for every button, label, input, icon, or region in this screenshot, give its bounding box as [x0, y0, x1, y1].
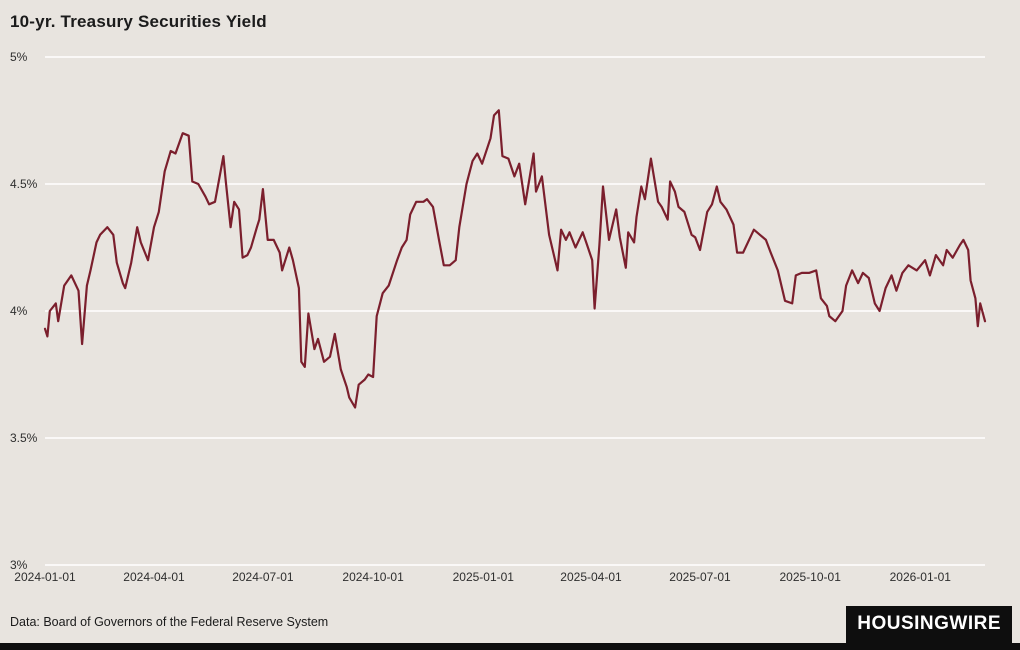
x-tick-label: 2024-10-01 — [342, 570, 404, 584]
x-tick-label: 2025-04-01 — [560, 570, 622, 584]
housingwire-logo: HOUSINGWIRE — [846, 606, 1012, 643]
x-tick-label: 2025-07-01 — [669, 570, 731, 584]
x-tick-label: 2024-04-01 — [123, 570, 185, 584]
x-tick-label: 2026-01-01 — [889, 570, 951, 584]
chart-title: 10-yr. Treasury Securities Yield — [10, 12, 267, 31]
y-tick-label: 3% — [10, 558, 28, 572]
yield-series-line — [43, 109, 987, 409]
x-tick-label: 2025-10-01 — [779, 570, 841, 584]
x-tick-label: 2024-01-01 — [14, 570, 76, 584]
y-axis-labels: 5% 4.5% 4% 3.5% 3% — [0, 0, 45, 650]
x-tick-label: 2024-07-01 — [232, 570, 294, 584]
y-tick-label: 4% — [10, 304, 28, 318]
x-tick-label: 2025-01-01 — [452, 570, 514, 584]
bottom-bar — [0, 643, 1020, 650]
x-axis-labels: 2024-01-01 2024-04-01 2024-07-01 2024-10-01… — [0, 570, 1020, 588]
y-tick-label: 4.5% — [10, 177, 38, 191]
y-tick-label: 5% — [10, 50, 28, 64]
y-tick-label: 3.5% — [10, 431, 38, 445]
data-source-note: Data: Board of Governors of the Federal … — [10, 615, 329, 629]
